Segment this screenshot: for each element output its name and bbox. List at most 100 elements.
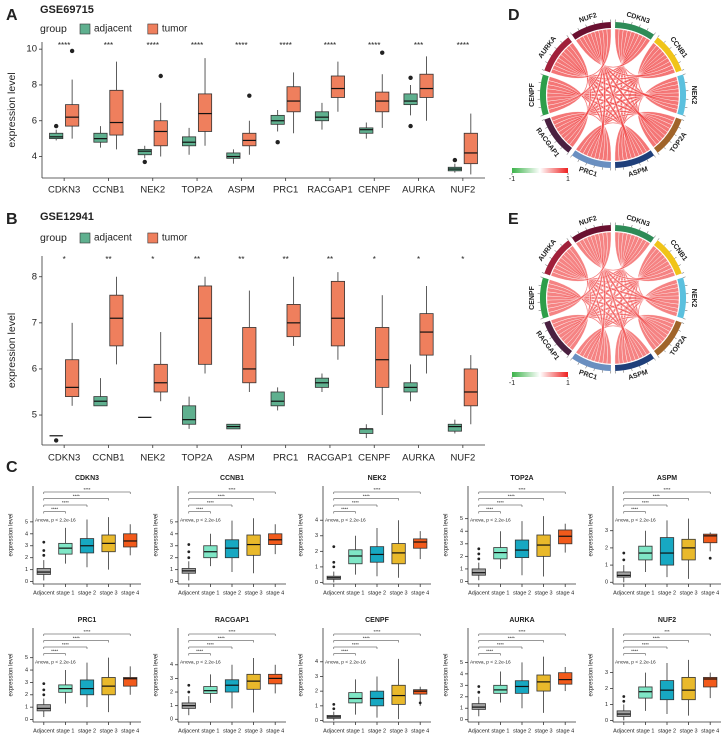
y-tick-label: 5 <box>32 410 37 421</box>
x-tick-label: Adjacent <box>468 728 490 734</box>
box <box>493 547 508 560</box>
ribbon <box>582 34 679 106</box>
outlier <box>42 682 46 686</box>
comparison-label: **** <box>486 507 493 512</box>
node-tick <box>653 235 656 238</box>
significance-label: **** <box>324 41 336 50</box>
node-tick <box>570 155 573 158</box>
comparison-label: **** <box>341 507 348 512</box>
x-tick-label: stage 1 <box>491 590 509 596</box>
node-tick <box>545 264 548 266</box>
node-tick <box>549 53 552 56</box>
node-arc <box>571 353 611 371</box>
node-tick <box>545 61 548 63</box>
x-tick-label: Adjacent <box>468 590 490 596</box>
node-tick <box>570 32 573 35</box>
y-tick-label: 10 <box>26 44 37 55</box>
x-tick-label: stage 3 <box>100 728 118 734</box>
anova-annotation: Anova, p < 2.2e-16 <box>35 517 76 523</box>
comparison-bracket <box>623 511 646 514</box>
chart-title: CDKN3 <box>75 475 99 482</box>
box <box>558 672 573 685</box>
x-tick-label: stage 1 <box>201 728 219 734</box>
y-tick-label: 0 <box>25 717 28 723</box>
comparison-bracket <box>333 511 356 514</box>
significance-label: ** <box>283 255 289 264</box>
node-tick <box>674 53 677 56</box>
comparison-bracket <box>623 504 668 507</box>
node-tick <box>663 147 666 150</box>
node-label: CDKN3 <box>625 214 650 228</box>
box <box>123 677 138 687</box>
comparison-label: **** <box>653 636 660 641</box>
node-tick <box>577 231 580 234</box>
y-tick-label: 4 <box>315 659 318 665</box>
x-tick-label: CENPF <box>358 185 390 196</box>
x-tick-label: stage 4 <box>121 590 139 596</box>
x-tick-label: NEK2 <box>140 185 165 196</box>
outlier <box>42 549 46 552</box>
colorbar-tick-label: 1 <box>566 380 570 387</box>
node-tick <box>554 141 557 143</box>
node-tick <box>585 24 587 28</box>
anova-annotation: Anova, p < 2.2e-16 <box>325 517 366 523</box>
significance-label: *** <box>414 41 423 50</box>
comparison-bracket <box>478 498 544 501</box>
box <box>270 391 285 407</box>
outlier <box>452 157 458 163</box>
comparison-bracket <box>188 491 276 494</box>
node-tick <box>663 40 666 43</box>
y-tick-label: 0 <box>315 718 318 724</box>
node-tick <box>669 250 672 252</box>
significance-label: ** <box>194 255 200 264</box>
outlier <box>187 556 191 560</box>
comparison-bracket <box>43 653 66 656</box>
comparison-bracket <box>333 504 378 507</box>
significance-label: **** <box>58 41 70 50</box>
box <box>203 686 218 694</box>
comparison-label: **** <box>363 636 370 641</box>
box <box>447 423 462 432</box>
node-tick <box>681 322 685 324</box>
node-tick <box>549 134 552 137</box>
comparison-bracket <box>43 491 131 494</box>
y-tick-label: 1 <box>315 703 318 709</box>
comparison-label: **** <box>73 636 80 641</box>
node-tick <box>540 318 543 320</box>
comparison-label: **** <box>228 629 235 634</box>
box <box>359 127 374 134</box>
x-tick-label: stage 1 <box>56 590 74 596</box>
x-tick-label: stage 4 <box>411 728 429 734</box>
box <box>226 152 241 159</box>
comparison-bracket <box>333 633 421 636</box>
node-tick <box>541 322 545 324</box>
y-tick-label: 4 <box>460 671 463 677</box>
node-tick <box>674 256 677 259</box>
node-tick <box>657 152 660 155</box>
outlier <box>332 707 336 711</box>
node-arc <box>653 37 682 73</box>
y-tick-label: 2 <box>25 692 28 698</box>
comparison-bracket <box>478 653 501 656</box>
y-tick-label: 3 <box>315 533 318 539</box>
y-tick-label: 5 <box>25 655 28 661</box>
node-tick <box>678 127 681 129</box>
node-label: CENPF <box>529 82 536 106</box>
ribbon <box>550 231 612 282</box>
node-tick <box>593 368 595 372</box>
node-tick <box>541 272 545 274</box>
node-tick <box>631 224 633 228</box>
y-tick-label: 3 <box>460 683 463 689</box>
node-tick <box>653 358 656 361</box>
x-tick-label: stage 2 <box>78 728 96 734</box>
y-tick-label: 6 <box>32 363 37 374</box>
chart-title: AURKA <box>509 617 534 624</box>
x-tick-label: TOP2A <box>182 453 214 464</box>
comparison-label: **** <box>196 507 203 512</box>
outlier <box>187 550 191 554</box>
significance-label: **** <box>191 41 203 50</box>
outlier <box>708 556 712 560</box>
comparison-bracket <box>188 640 254 643</box>
node-label: NUF2 <box>578 12 598 24</box>
node-arc <box>571 150 611 168</box>
